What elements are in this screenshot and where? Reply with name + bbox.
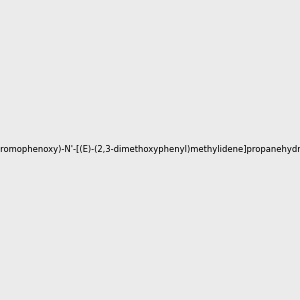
Text: 2-(4-bromophenoxy)-N'-[(E)-(2,3-dimethoxyphenyl)methylidene]propanehydrazide: 2-(4-bromophenoxy)-N'-[(E)-(2,3-dimethox…	[0, 146, 300, 154]
